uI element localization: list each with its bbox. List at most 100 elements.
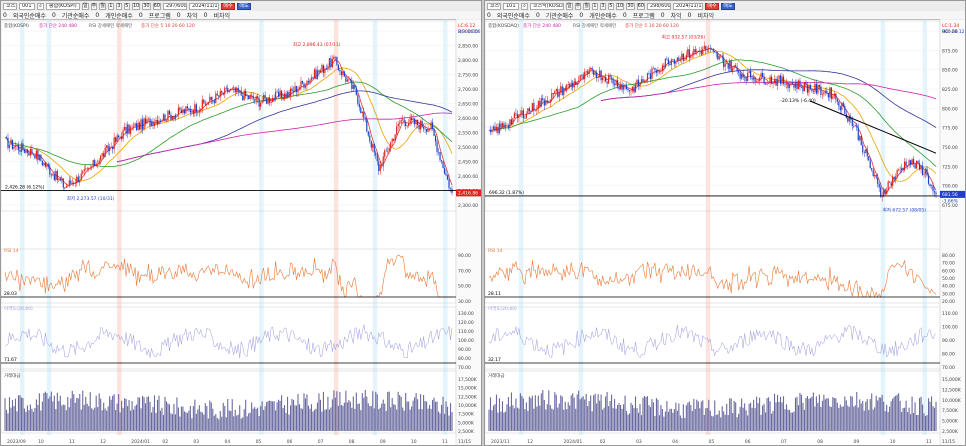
candle-body: [218, 95, 220, 97]
candle-body: [841, 102, 843, 111]
volume-bar: [282, 408, 284, 431]
period-week-button[interactable]: 주: [574, 2, 582, 10]
period-day-button[interactable]: 일: [82, 2, 89, 10]
candle-body: [832, 96, 834, 99]
sell-button[interactable]: 매도: [720, 2, 735, 10]
volume-bar: [640, 415, 643, 431]
volume-bar: [207, 418, 209, 431]
interval-10-button[interactable]: 10: [131, 2, 141, 10]
search-icon[interactable]: ⌕: [521, 2, 528, 10]
candle-body: [61, 178, 63, 181]
interval-1-button[interactable]: 1: [591, 2, 598, 10]
market-selector[interactable]: 코스닥: [487, 2, 501, 10]
interval-60-button[interactable]: 60: [636, 2, 645, 10]
volume-bar: [832, 397, 834, 431]
period-week-button[interactable]: 주: [90, 2, 98, 10]
volume-bar: [582, 396, 584, 431]
volume-bar: [821, 400, 823, 431]
kospi-chart-canvas[interactable]: 2,900.00 2,850.00 2,800.00 2,750.00 2,700.00…: [1, 19, 482, 446]
interval-5-button[interactable]: 5: [607, 2, 614, 10]
volume-bar: [354, 408, 356, 431]
period-month-button[interactable]: 월: [99, 2, 106, 10]
candle-body: [540, 98, 542, 107]
search-icon[interactable]: ⌕: [37, 2, 44, 10]
volume-bar: [675, 402, 677, 431]
volume-bar: [935, 401, 937, 431]
candle-body: [47, 164, 49, 168]
candle-body: [533, 103, 535, 111]
candle-body: [730, 60, 732, 72]
interval-10-button[interactable]: 10: [615, 2, 625, 10]
indicator-title: 이격도(20,60): [4, 305, 33, 312]
sell-button[interactable]: 매도: [236, 2, 251, 10]
candle-body: [70, 180, 72, 184]
interval-1-button[interactable]: 1: [107, 2, 114, 10]
volume-bar: [563, 409, 565, 431]
volume-bar: [388, 391, 390, 431]
volume-bar: [179, 416, 181, 431]
period-month-button[interactable]: 월: [583, 2, 590, 10]
candle-body: [137, 122, 139, 130]
subbar-value: 0: [3, 11, 7, 19]
interval-3-button[interactable]: 3: [115, 2, 122, 10]
volume-bar: [723, 411, 725, 431]
candle-body: [779, 75, 782, 84]
volume-bar: [409, 409, 411, 431]
current-price-label: 681.56: [942, 192, 958, 198]
candle-body: [489, 129, 492, 132]
candle-body: [367, 131, 369, 136]
date-input[interactable]: 2024/11/15: [188, 2, 219, 10]
candle-body: [767, 83, 770, 84]
candle-body: [436, 141, 438, 152]
x-tick-label: 10: [411, 439, 417, 445]
candle-body: [874, 175, 876, 177]
candle-body: [385, 150, 387, 152]
candle-body: [164, 114, 166, 122]
legend-indicators: RSI 강세패턴 약세패턴: [89, 22, 132, 29]
interval-30-button[interactable]: 30: [142, 2, 151, 10]
volume-bar: [836, 402, 838, 431]
interval-3-button[interactable]: 3: [599, 2, 606, 10]
volume-bar: [666, 401, 668, 431]
buy-button[interactable]: 매수: [704, 2, 719, 10]
index-code-input[interactable]: 001: [19, 2, 35, 10]
volume-bar: [634, 396, 637, 431]
candle-body: [821, 94, 823, 96]
volume-bar: [97, 407, 99, 431]
x-tick-label: 11: [442, 439, 448, 445]
interval-30-button[interactable]: 30: [626, 2, 635, 10]
candle-body: [248, 95, 250, 99]
candle-body: [693, 49, 695, 56]
candle-body: [613, 83, 616, 86]
volume-bar: [59, 395, 61, 431]
candle-body: [439, 152, 441, 161]
volume-bar: [618, 403, 620, 431]
candle-body: [440, 160, 443, 162]
interval-60-button[interactable]: 60: [152, 2, 161, 10]
volume-bar: [690, 405, 692, 431]
index-code-input[interactable]: 101: [503, 2, 519, 10]
volume-bar: [649, 407, 652, 431]
candle-body: [252, 95, 254, 100]
volume-bar: [711, 415, 713, 431]
rsi-value: 28.11: [488, 291, 501, 297]
candle-body: [649, 73, 652, 79]
candle-body: [914, 164, 916, 169]
candle-body: [498, 123, 501, 134]
candle-body: [809, 85, 812, 90]
volume-bar: [264, 406, 266, 431]
candle-body: [179, 107, 181, 111]
market-selector[interactable]: 코스피: [3, 2, 17, 10]
volume-bar: [930, 396, 933, 431]
candle-body: [593, 70, 595, 75]
buy-button[interactable]: 매수: [220, 2, 235, 10]
candle-body: [791, 82, 794, 85]
candle-body: [295, 86, 298, 93]
volume-bar: [284, 405, 286, 431]
interval-5-button[interactable]: 5: [123, 2, 130, 10]
period-day-button[interactable]: 일: [566, 2, 573, 10]
volume-bar: [637, 412, 640, 431]
date-input[interactable]: 2024/11/15: [672, 2, 703, 10]
kosdaq-chart-canvas[interactable]: 900.00 875.00 850.00 825.00 800.00 775.00 750.…: [485, 19, 966, 446]
volume-bar: [775, 402, 777, 431]
